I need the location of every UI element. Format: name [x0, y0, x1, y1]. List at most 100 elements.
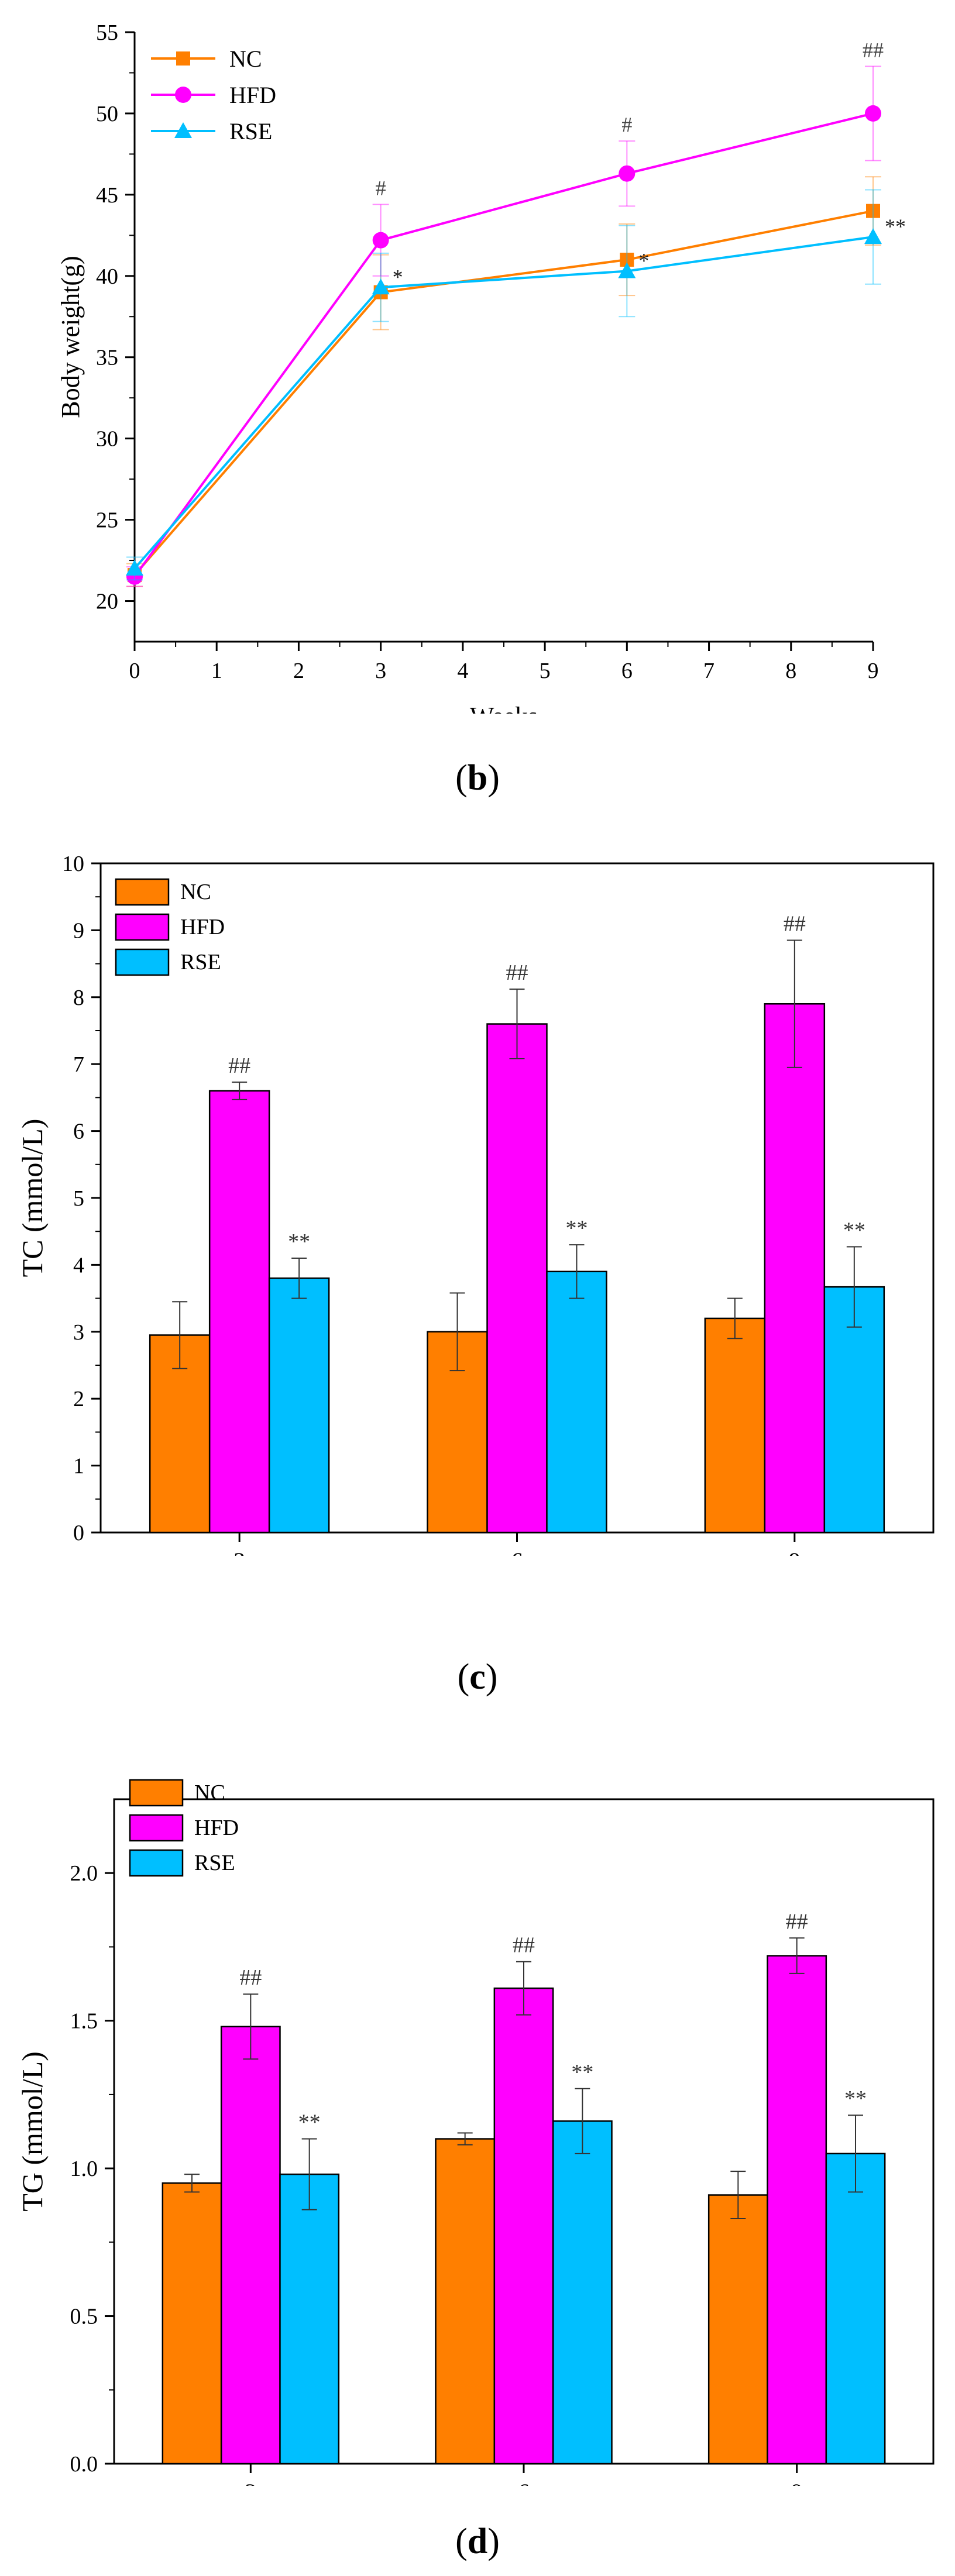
- y-tick-label: 9: [73, 918, 84, 943]
- significance-mark: **: [298, 2110, 321, 2135]
- bar-hfd: [493, 1987, 554, 2465]
- y-tick-label: 0.0: [70, 2452, 98, 2477]
- body-weight-line-chart: 20253035404550550123456789WeeksBody weig…: [56, 20, 906, 714]
- significance-mark: ##: [786, 1909, 808, 1934]
- significance-mark: ##: [506, 960, 528, 985]
- y-tick-label: 25: [96, 508, 118, 533]
- x-tick-label: 3: [375, 659, 386, 683]
- x-tick-label: 6: [518, 2479, 530, 2486]
- y-tick-label: 3: [73, 1320, 84, 1345]
- panel-letter-c: c: [469, 1657, 486, 1697]
- significance-mark: **: [885, 215, 906, 238]
- significance-mark: ##: [228, 1053, 250, 1078]
- series-nc: [126, 176, 881, 587]
- significance-mark: **: [571, 2060, 593, 2085]
- legend-swatch-hfd: [115, 913, 170, 941]
- y-tick-label: 7: [73, 1052, 84, 1077]
- legend-label-nc: NC: [194, 1781, 225, 1805]
- bar-rse: [546, 1270, 607, 1534]
- bar-rse: [268, 1277, 330, 1534]
- legend-swatch-hfd: [129, 1814, 184, 1842]
- y-tick-label: 35: [96, 346, 118, 370]
- data-point-rse: [864, 228, 882, 244]
- legend-marker-hfd: [175, 87, 191, 103]
- panel-letter-b: b: [467, 758, 488, 798]
- bar-hfd: [208, 1090, 270, 1534]
- y-tick-label: 10: [62, 852, 84, 876]
- data-point-rse: [618, 262, 636, 278]
- x-tick-label: 3: [245, 2479, 256, 2486]
- x-tick-label: 7: [703, 659, 714, 683]
- series-line-rse: [133, 236, 874, 570]
- data-point-hfd: [372, 232, 389, 249]
- y-axis-label: Body weight(g): [56, 256, 85, 418]
- legend-label-rse: RSE: [194, 1851, 235, 1875]
- legend-swatch-nc: [115, 878, 170, 906]
- legend-label-nc: NC: [229, 46, 262, 72]
- panel-letter-d: d: [467, 2522, 488, 2561]
- series-line-hfd: [133, 112, 874, 578]
- legend-marker-nc: [176, 51, 190, 66]
- y-tick-label: 2: [73, 1387, 84, 1411]
- x-tick-label: 4: [457, 659, 468, 683]
- legend: NC HFD RSE: [115, 878, 225, 976]
- significance-mark: **: [565, 1216, 588, 1241]
- bar-nc: [704, 1317, 766, 1534]
- significance-mark: #: [621, 113, 632, 136]
- y-tick-label: 1.0: [70, 2157, 98, 2181]
- data-point-hfd: [619, 165, 635, 182]
- significance-mark: *: [638, 249, 649, 272]
- tg-bar-chart: 0.00.51.01.52.03##**6##**9##**WeeksTG (m…: [16, 1779, 935, 2486]
- y-tick-label: 40: [96, 264, 118, 289]
- significance-mark: ##: [513, 1933, 535, 1958]
- bar-rse: [823, 1286, 885, 1534]
- y-tick-label: 20: [96, 590, 118, 614]
- series-rse: ****: [126, 189, 906, 581]
- y-tick-label: 2.0: [70, 1861, 98, 1886]
- x-tick-label: 1: [211, 659, 222, 683]
- y-tick-label: 5: [73, 1186, 84, 1211]
- data-point-hfd: [865, 105, 881, 122]
- significance-mark: #: [376, 177, 386, 200]
- y-tick-label: 45: [96, 183, 118, 208]
- bar-hfd: [767, 1955, 827, 2465]
- y-axis-label: TG (mmol/L): [16, 2051, 49, 2212]
- series-hfd: ####: [126, 38, 884, 587]
- x-tick-label: 5: [540, 659, 551, 683]
- y-tick-label: 50: [96, 102, 118, 126]
- y-tick-label: 1: [73, 1454, 84, 1479]
- y-tick-label: 8: [73, 986, 84, 1010]
- legend-label-hfd: HFD: [194, 1816, 239, 1840]
- y-tick-label: 4: [73, 1253, 84, 1277]
- panel-label-d: (d): [455, 2522, 500, 2561]
- significance-mark: ##: [239, 1965, 262, 1990]
- legend-swatch-rse: [129, 1849, 184, 1877]
- panel-label-c: (c): [457, 1657, 498, 1697]
- x-tick-label: 0: [129, 659, 140, 683]
- bar-nc: [435, 2138, 496, 2465]
- legend-label-rse: RSE: [229, 118, 272, 144]
- significance-mark: **: [288, 1230, 310, 1254]
- y-tick-label: 0.5: [70, 2305, 98, 2329]
- x-axis-label: Weeks: [470, 702, 538, 714]
- bar-nc: [162, 2182, 222, 2465]
- y-tick-label: 30: [96, 427, 118, 452]
- bar-hfd: [486, 1023, 548, 1534]
- legend-label-hfd: HFD: [229, 82, 276, 108]
- y-tick-label: 55: [96, 20, 118, 45]
- bar-rse: [552, 2120, 613, 2465]
- x-tick-label: 9: [789, 1548, 801, 1556]
- panel-label-b: (b): [455, 758, 500, 798]
- bar-hfd: [764, 1003, 826, 1534]
- significance-mark: **: [844, 2086, 867, 2111]
- x-tick-label: 2: [293, 659, 304, 683]
- x-tick-label: 3: [233, 1548, 245, 1556]
- legend-swatch-nc: [129, 1779, 184, 1807]
- y-axis-label: TC (mmol/L): [16, 1119, 49, 1277]
- data-point-rse: [372, 278, 390, 295]
- y-tick-label: 0: [73, 1521, 84, 1545]
- bar-rse: [279, 2173, 340, 2465]
- x-tick-label: 9: [868, 659, 879, 683]
- legend-label-rse: RSE: [180, 950, 221, 974]
- x-tick-label: 9: [791, 2479, 803, 2486]
